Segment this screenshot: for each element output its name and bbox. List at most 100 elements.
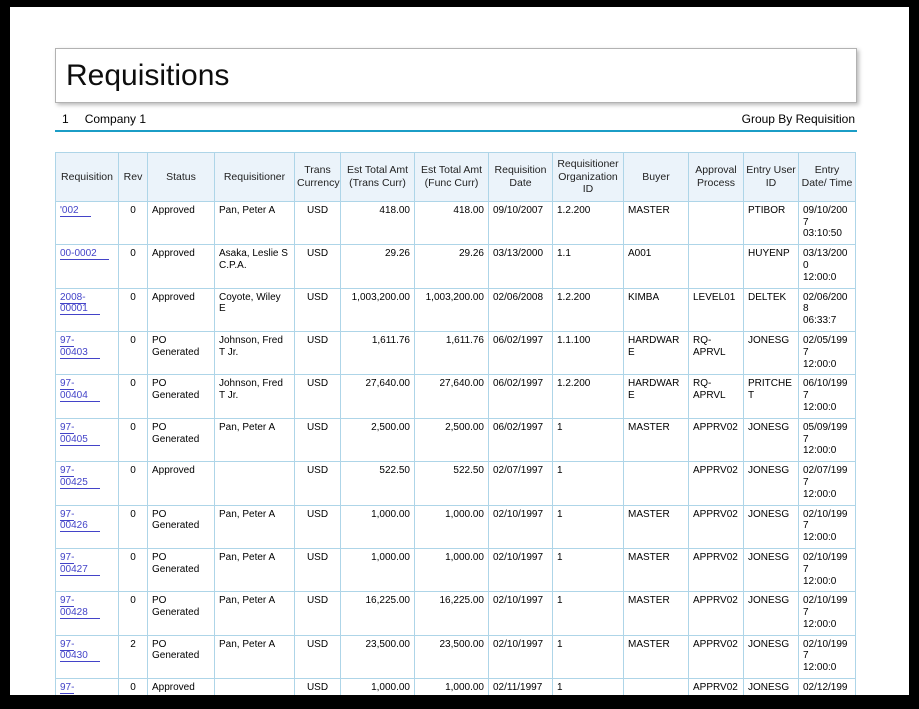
cell-requisition: 00-0002 <box>55 244 119 289</box>
group-by-label: Group By Requisition <box>741 112 855 126</box>
cell-entry_user_id: JONESG <box>743 417 799 463</box>
cell-approval_process: APPRV02 <box>688 634 744 680</box>
requisition-link[interactable]: '002 <box>60 204 91 217</box>
table-row: 97-00430 2 PO Generated Pan, Peter A USD 23,5… <box>55 634 856 680</box>
cell-approval_process: APPRV02 <box>688 504 744 549</box>
report-page: Requisitions 1 Company 1 Group By Requis… <box>10 7 909 695</box>
cell-requisition_date: 06/02/1997 <box>488 330 553 376</box>
cell-buyer: KIMBA <box>623 287 689 332</box>
column-header-requisitioner: Requisitioner <box>214 152 295 202</box>
cell-requisition: 97-00425 <box>55 461 119 506</box>
cell-est_total_amt_func_curr: 16,225.00 <box>414 591 489 636</box>
cell-requisitioner_organization_id: 1 <box>552 417 624 463</box>
cell-requisitioner_organization_id: 1 <box>552 591 624 636</box>
cell-est_total_amt_trans_curr: 1,000.00 <box>340 504 415 549</box>
cell-est_total_amt_trans_curr: 1,000.00 <box>340 547 415 593</box>
column-header-approval_process: Approval Process <box>688 152 744 202</box>
group-header: 1 Company 1 Group By Requisition <box>55 110 857 132</box>
requisition-link[interactable]: 2008-00001 <box>60 291 100 316</box>
requisition-link[interactable]: 97-00404 <box>60 378 100 403</box>
requisition-link[interactable]: 97-00425 <box>60 465 100 489</box>
cell-requisition: 97-00405 <box>55 417 119 463</box>
cell-trans_currency: USD <box>294 461 341 506</box>
cell-requisitioner: Johnson, Fred T Jr. <box>214 330 295 376</box>
column-header-est_total_amt_func_curr: Est Total Amt (Func Curr) <box>414 152 489 202</box>
cell-est_total_amt_func_curr: 1,000.00 <box>414 504 489 549</box>
column-header-entry_date_time: Entry Date/ Time <box>798 152 856 202</box>
cell-est_total_amt_trans_curr: 27,640.00 <box>340 374 415 419</box>
cell-requisitioner: Pan, Peter A <box>214 591 295 636</box>
cell-requisition: 97-00404 <box>55 374 119 419</box>
cell-requisition_date: 02/10/1997 <box>488 504 553 549</box>
requisition-link[interactable]: 97-00405 <box>60 421 100 446</box>
cell-trans_currency: USD <box>294 634 341 680</box>
cell-rev: 2 <box>118 634 148 680</box>
cell-rev: 0 <box>118 417 148 463</box>
table-row: 00-0002 0 Approved Asaka, Leslie S C.P.A. US… <box>55 244 856 289</box>
cell-est_total_amt_trans_curr: 1,611.76 <box>340 330 415 376</box>
cell-requisition_date: 02/06/2008 <box>488 287 553 332</box>
requisition-link[interactable]: 97-00403 <box>60 334 100 359</box>
cell-est_total_amt_trans_curr: 418.00 <box>340 200 415 246</box>
cell-approval_process: APPRV02 <box>688 547 744 593</box>
column-header-entry_user_id: Entry User ID <box>743 152 799 202</box>
page-title: Requisitions <box>66 58 230 92</box>
cell-entry_user_id: JONESG <box>743 461 799 506</box>
cell-entry_user_id: PRITCHET <box>743 374 799 419</box>
cell-requisitioner: Asaka, Leslie S C.P.A. <box>214 244 295 289</box>
cell-buyer: MASTER <box>623 591 689 636</box>
cell-requisitioner_organization_id: 1 <box>552 678 624 695</box>
table-header-row: Requisition Rev Status Requisitioner Trans C… <box>55 152 856 202</box>
cell-entry_user_id: DELTEK <box>743 287 799 332</box>
cell-est_total_amt_trans_curr: 1,000.00 <box>340 678 415 695</box>
cell-rev: 0 <box>118 547 148 593</box>
cell-trans_currency: USD <box>294 678 341 695</box>
requisition-link[interactable]: 97-00430 <box>60 638 100 663</box>
cell-trans_currency: USD <box>294 504 341 549</box>
cell-rev: 0 <box>118 504 148 549</box>
cell-est_total_amt_trans_curr: 2,500.00 <box>340 417 415 463</box>
cell-requisition_date: 03/13/2000 <box>488 244 553 289</box>
cell-requisitioner: Johnson, Fred T Jr. <box>214 374 295 419</box>
cell-est_total_amt_func_curr: 29.26 <box>414 244 489 289</box>
table-row: '002 0 Approved Pan, Peter A USD 418.00 418.00… <box>55 200 856 246</box>
cell-buyer: MASTER <box>623 200 689 246</box>
cell-status: PO Generated <box>147 547 215 593</box>
cell-requisitioner_organization_id: 1.1 <box>552 244 624 289</box>
table-row: 2008-00001 0 Approved Coyote, Wiley E USD 1,0… <box>55 287 856 332</box>
requisition-link[interactable]: 00-0002 <box>60 248 109 261</box>
requisition-link[interactable]: 97-00431 <box>60 682 100 695</box>
cell-est_total_amt_func_curr: 23,500.00 <box>414 634 489 680</box>
cell-approval_process: LEVEL01 <box>688 287 744 332</box>
table-row: 97-00426 0 PO Generated Pan, Peter A USD 1,00… <box>55 504 856 549</box>
cell-rev: 0 <box>118 287 148 332</box>
cell-requisition_date: 02/10/1997 <box>488 634 553 680</box>
cell-requisition_date: 02/11/1997 <box>488 678 553 695</box>
cell-entry_date_time: 02/10/1997 12:00:0 <box>798 634 856 680</box>
cell-status: Approved <box>147 200 215 246</box>
requisition-link[interactable]: 97-00426 <box>60 508 100 533</box>
cell-trans_currency: USD <box>294 417 341 463</box>
cell-requisitioner: Coyote, Wiley E <box>214 287 295 332</box>
column-header-est_total_amt_trans_curr: Est Total Amt (Trans Curr) <box>340 152 415 202</box>
cell-requisition: 97-00430 <box>55 634 119 680</box>
cell-status: PO Generated <box>147 374 215 419</box>
cell-entry_date_time: 02/10/1997 12:00:0 <box>798 504 856 549</box>
report-content: Requisitions 1 Company 1 Group By Requis… <box>55 48 857 695</box>
cell-est_total_amt_func_curr: 27,640.00 <box>414 374 489 419</box>
cell-status: PO Generated <box>147 634 215 680</box>
requisition-link[interactable]: 97-00427 <box>60 551 100 576</box>
group-index: 1 <box>62 112 69 126</box>
cell-est_total_amt_func_curr: 522.50 <box>414 461 489 506</box>
cell-est_total_amt_func_curr: 1,000.00 <box>414 547 489 593</box>
cell-requisition_date: 06/02/1997 <box>488 374 553 419</box>
cell-entry_date_time: 09/10/2007 03:10:50 <box>798 200 856 246</box>
requisition-link[interactable]: 97-00428 <box>60 595 100 620</box>
cell-status: PO Generated <box>147 504 215 549</box>
cell-est_total_amt_func_curr: 1,611.76 <box>414 330 489 376</box>
cell-trans_currency: USD <box>294 374 341 419</box>
report-title-box: Requisitions <box>55 48 857 103</box>
cell-buyer <box>623 461 689 506</box>
cell-rev: 0 <box>118 200 148 246</box>
cell-est_total_amt_func_curr: 418.00 <box>414 200 489 246</box>
